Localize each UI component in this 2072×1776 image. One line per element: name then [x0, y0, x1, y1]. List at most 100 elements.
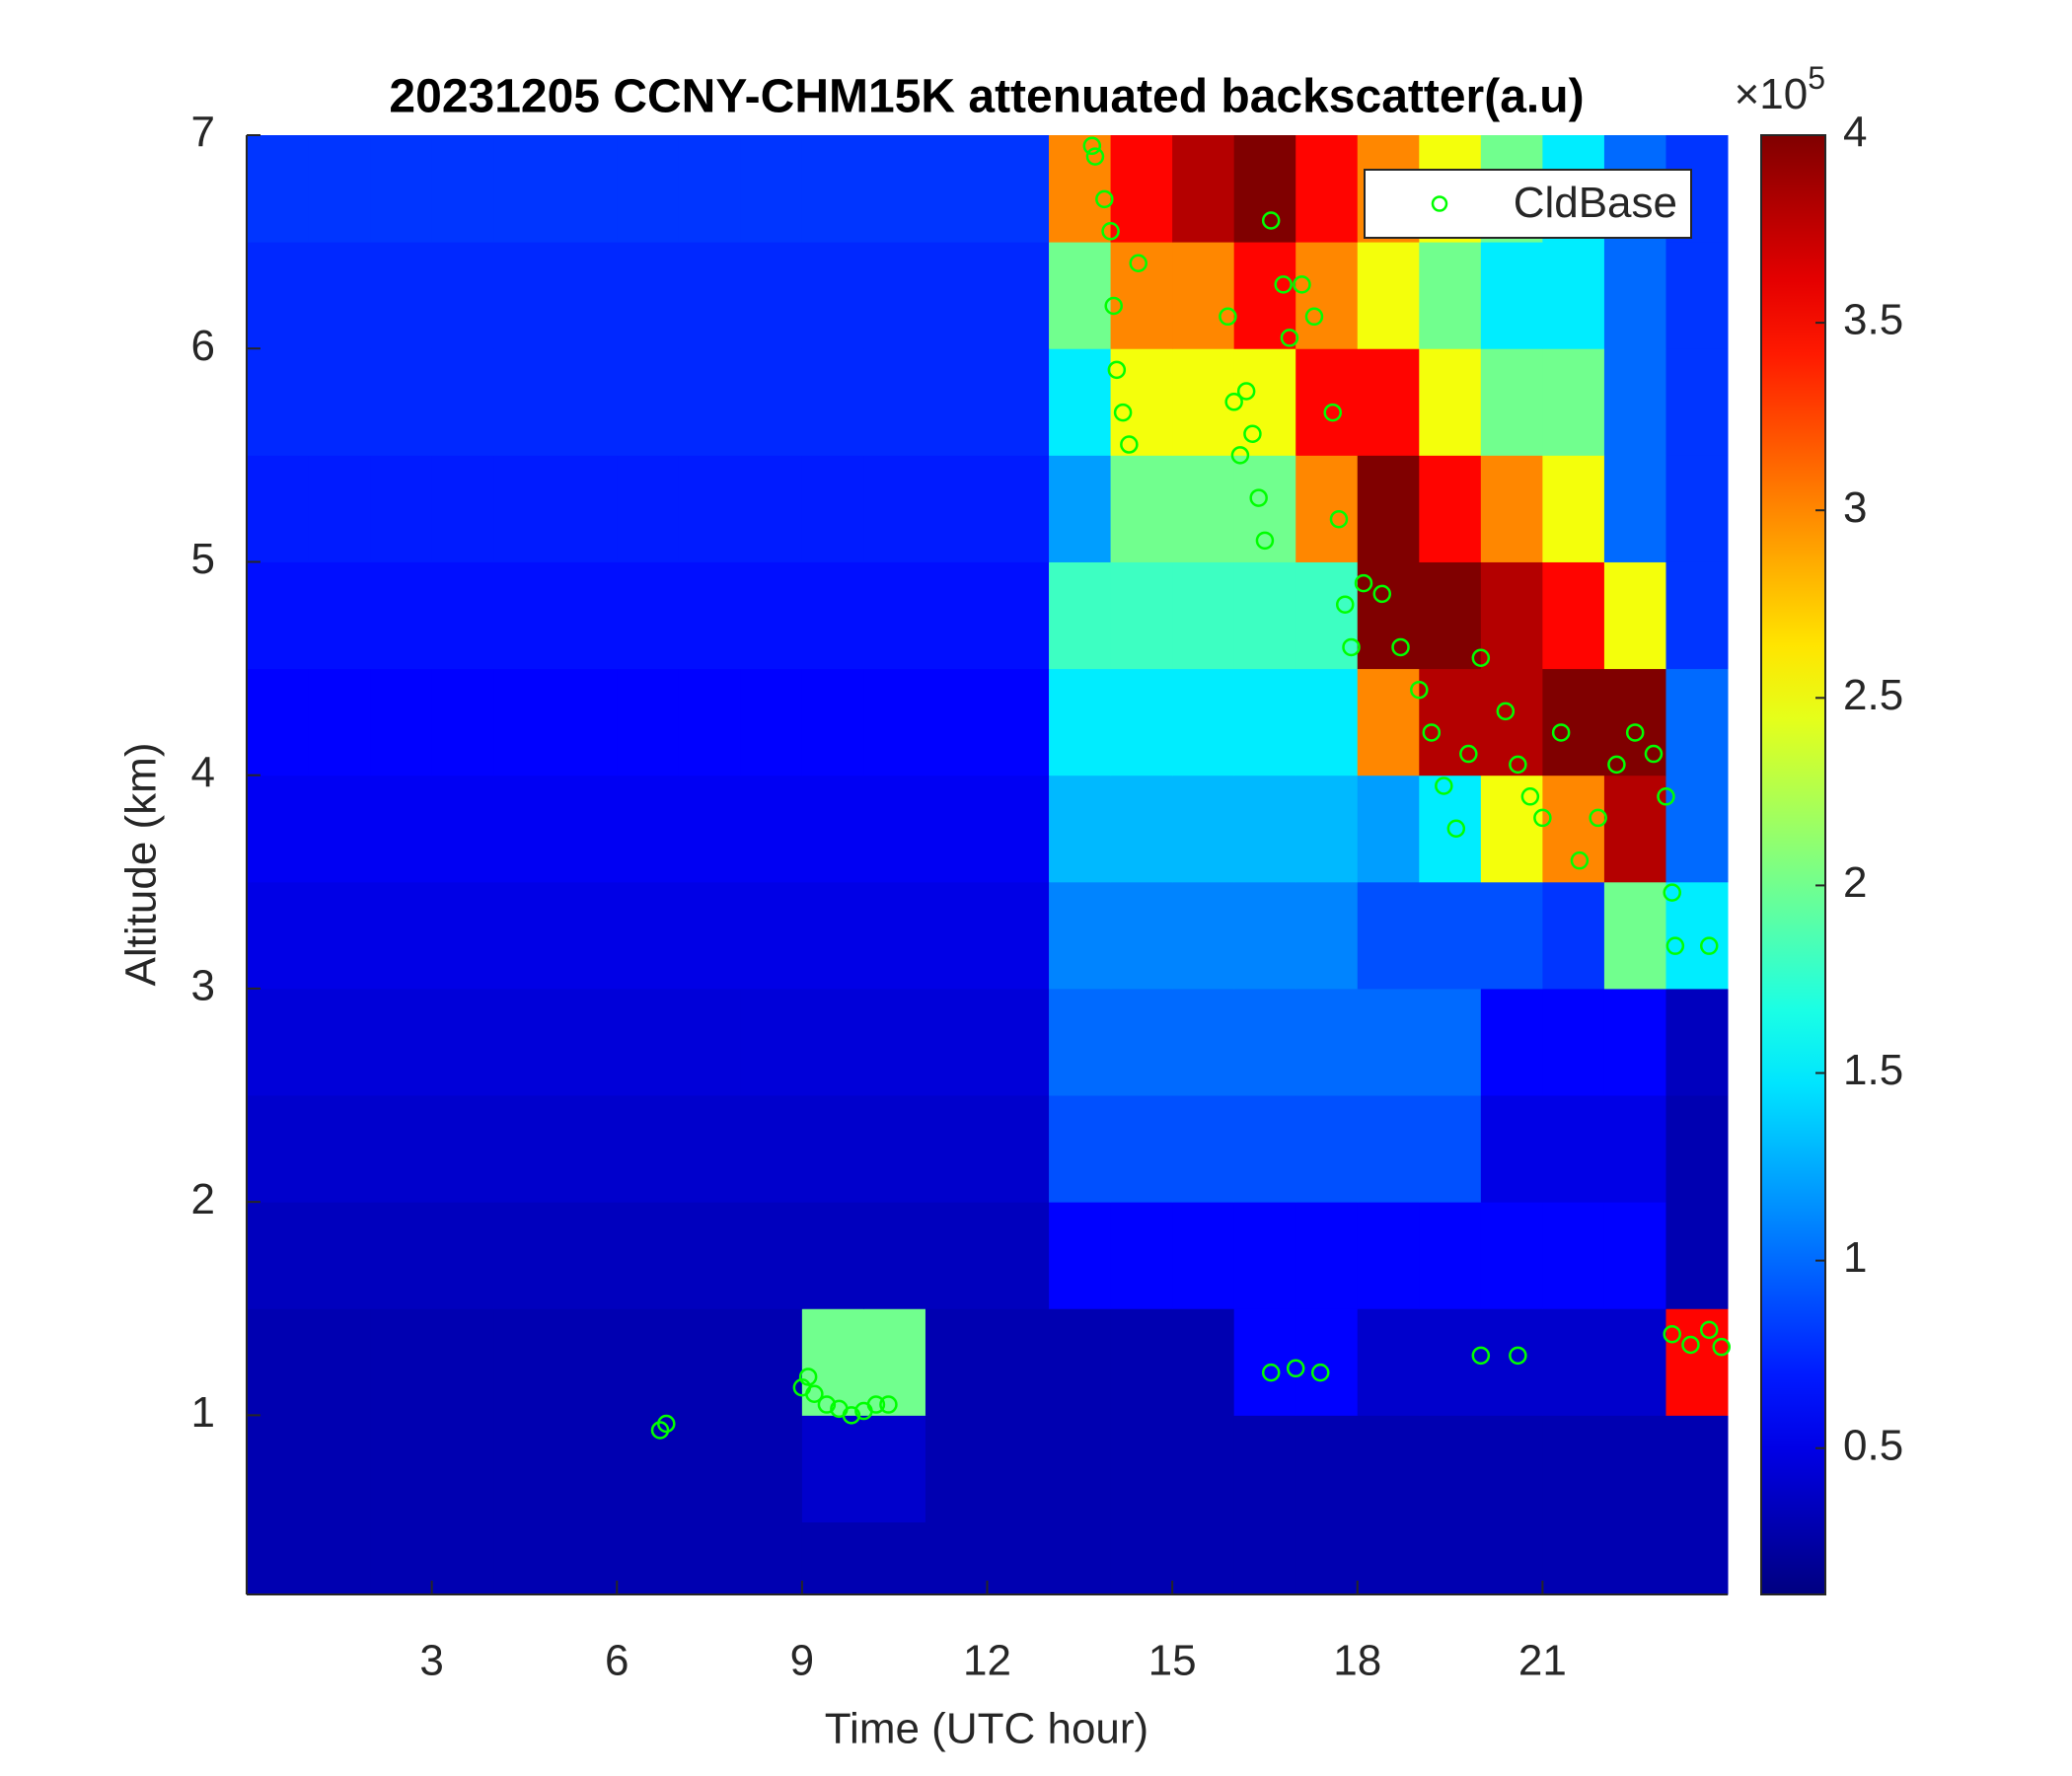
colorbar-tick-label: 0.5 — [1843, 1421, 1903, 1469]
heatmap-cell — [1233, 988, 1296, 1096]
heatmap-cell — [801, 881, 864, 990]
heatmap-cell — [617, 1095, 680, 1203]
heatmap-cell — [678, 1415, 741, 1522]
heatmap-cell — [247, 561, 310, 670]
heatmap-cell — [555, 561, 618, 670]
heatmap-cell — [1110, 135, 1173, 243]
heatmap-cell — [1172, 1308, 1235, 1416]
heatmap-cell — [617, 988, 680, 1096]
heatmap-cell — [308, 881, 371, 990]
heatmap-cell — [1357, 881, 1420, 990]
heatmap-cell — [801, 1415, 864, 1522]
heatmap-cell — [1603, 1415, 1666, 1522]
cloud-base-marker — [1509, 1346, 1527, 1366]
cloud-base-marker — [1410, 680, 1429, 700]
heatmap-cell — [740, 242, 803, 349]
cloud-base-marker — [1236, 382, 1256, 401]
heatmap-cell — [1110, 668, 1173, 777]
heatmap-cell — [1603, 1202, 1666, 1309]
heatmap-cell — [1110, 1521, 1173, 1595]
heatmap-cell — [1542, 1202, 1605, 1309]
cloud-base-marker — [1129, 254, 1147, 272]
heatmap-cell — [247, 242, 310, 349]
heatmap-cell — [740, 668, 803, 777]
heatmap-cell — [308, 1308, 371, 1416]
heatmap-cell — [1295, 668, 1359, 777]
multiplier-base: ×10 — [1735, 70, 1809, 118]
heatmap-cell — [678, 1308, 741, 1416]
heatmap-cell — [1049, 1308, 1112, 1416]
heatmap-cell — [370, 1308, 433, 1416]
heatmap-cell — [740, 775, 803, 883]
cloud-base-marker — [1274, 275, 1293, 294]
heatmap-cell — [1172, 242, 1235, 349]
cloud-base-marker — [1663, 883, 1681, 902]
heatmap-cell — [1419, 668, 1482, 777]
colorbar — [1760, 134, 1826, 1595]
heatmap-cell — [925, 668, 988, 777]
heatmap-cell — [987, 242, 1050, 349]
heatmap-cell — [431, 1095, 494, 1203]
cloud-base-marker — [1304, 307, 1324, 327]
heatmap-cell — [555, 988, 618, 1096]
cloud-base-marker — [1657, 787, 1675, 806]
heatmap-cell — [493, 1202, 556, 1309]
heatmap-cell — [1357, 775, 1420, 883]
heatmap-cell — [308, 988, 371, 1096]
heatmap-cell — [1357, 1202, 1420, 1309]
cloud-base-marker — [1101, 222, 1120, 241]
heatmap-cell — [863, 775, 926, 883]
heatmap-cell — [431, 988, 494, 1096]
heatmap-cell — [370, 455, 433, 562]
y-tick-label: 6 — [191, 322, 215, 370]
heatmap-cell — [1419, 242, 1482, 349]
heatmap-cell — [555, 135, 618, 243]
cloud-base-marker — [1496, 702, 1516, 721]
heatmap-cell — [493, 1095, 556, 1203]
heatmap-cell — [1110, 561, 1173, 670]
heatmap-cell — [1049, 1095, 1112, 1203]
heatmap-cell — [370, 775, 433, 883]
heatmap-cell — [431, 775, 494, 883]
heatmap-cell — [740, 1521, 803, 1595]
cloud-base-marker — [1335, 595, 1355, 614]
heatmap-cell — [1665, 561, 1729, 670]
cloud-base-marker — [1261, 211, 1281, 230]
heatmap-cell — [1480, 775, 1543, 883]
heatmap-cell — [925, 988, 988, 1096]
heatmap-cell — [617, 455, 680, 562]
heatmap-cell — [555, 348, 618, 456]
heatmap-cell — [740, 455, 803, 562]
cloud-base-marker — [1533, 808, 1552, 828]
heatmap-cell — [678, 561, 741, 670]
heatmap-cell — [801, 1308, 864, 1416]
heatmap-cell — [925, 1415, 988, 1522]
cloud-base-marker — [866, 1395, 886, 1414]
heatmap-cell — [740, 135, 803, 243]
heatmap-cell — [247, 1521, 310, 1595]
heatmap-cell — [1357, 1415, 1420, 1522]
x-axis-label: Time (UTC hour) — [825, 1705, 1148, 1753]
heatmap-cell — [431, 1415, 494, 1522]
cloud-base-marker — [1471, 648, 1491, 668]
heatmap-cell — [863, 1202, 926, 1309]
heatmap-cell — [1665, 1202, 1729, 1309]
cloud-base-marker — [1520, 787, 1540, 806]
heatmap-cell — [247, 881, 310, 990]
heatmap-cell — [1357, 561, 1420, 670]
heatmap-cell — [801, 988, 864, 1096]
heatmap-cell — [678, 775, 741, 883]
heatmap-cell — [555, 1308, 618, 1416]
heatmap-cell — [987, 1095, 1050, 1203]
heatmap-cell — [1419, 1202, 1482, 1309]
heatmap-cell — [555, 1521, 618, 1595]
heatmap-cell — [493, 455, 556, 562]
cloud-base-marker — [1082, 136, 1102, 156]
cloud-base-marker — [1663, 1324, 1681, 1344]
heatmap-cell — [1172, 988, 1235, 1096]
heatmap-cell — [431, 1308, 494, 1416]
heatmap-cell — [1480, 1202, 1543, 1309]
heatmap-cell — [308, 668, 371, 777]
cloud-base-marker — [1446, 819, 1466, 838]
heatmap-cell — [1419, 1308, 1482, 1416]
